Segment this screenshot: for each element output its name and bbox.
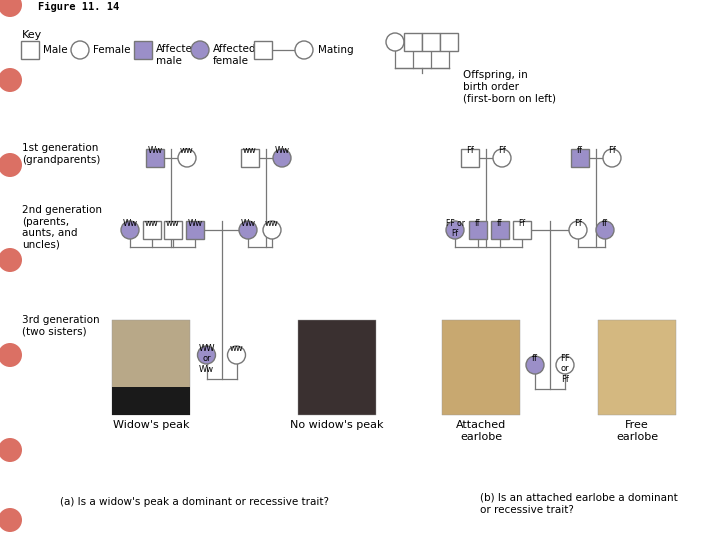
Bar xyxy=(491,221,509,239)
Circle shape xyxy=(603,149,621,167)
Circle shape xyxy=(386,33,404,51)
Text: ff: ff xyxy=(577,146,583,155)
Bar xyxy=(571,149,589,167)
Bar xyxy=(469,221,487,239)
Circle shape xyxy=(0,248,22,272)
Text: Offspring, in
birth order
(first-born on left): Offspring, in birth order (first-born on… xyxy=(463,70,556,103)
Bar xyxy=(143,221,161,239)
Circle shape xyxy=(556,356,574,374)
Text: Ff: Ff xyxy=(466,146,474,155)
Circle shape xyxy=(569,221,587,239)
Text: FF or
Ff: FF or Ff xyxy=(446,219,464,238)
Text: Male: Male xyxy=(43,45,68,55)
Text: Widow's peak: Widow's peak xyxy=(113,420,189,430)
Bar xyxy=(112,320,190,415)
Text: (a) Is a widow's peak a dominant or recessive trait?: (a) Is a widow's peak a dominant or rece… xyxy=(60,497,330,507)
Bar xyxy=(442,320,520,415)
Text: 2nd generation
(parents,
aunts, and
uncles): 2nd generation (parents, aunts, and uncl… xyxy=(22,205,102,250)
Text: Ff: Ff xyxy=(518,219,526,228)
Bar xyxy=(134,41,152,59)
Text: Attached
earlobe: Attached earlobe xyxy=(456,420,506,442)
Text: Ww: Ww xyxy=(274,146,289,155)
Text: ww: ww xyxy=(180,146,194,155)
Circle shape xyxy=(0,438,22,462)
Circle shape xyxy=(0,343,22,367)
Text: ff: ff xyxy=(532,354,538,363)
Bar xyxy=(241,149,259,167)
Circle shape xyxy=(228,346,246,364)
Text: Ww: Ww xyxy=(122,219,138,228)
Bar xyxy=(404,33,422,51)
Bar xyxy=(186,221,204,239)
Text: 1st generation
(grandparents): 1st generation (grandparents) xyxy=(22,143,100,165)
Text: Key: Key xyxy=(22,30,42,40)
Circle shape xyxy=(526,356,544,374)
Circle shape xyxy=(493,149,511,167)
Text: ww: ww xyxy=(166,219,180,228)
Bar xyxy=(440,33,458,51)
Bar xyxy=(164,221,182,239)
Text: ww: ww xyxy=(145,219,159,228)
Text: WW
or
Ww: WW or Ww xyxy=(198,344,215,374)
Text: Ff: Ff xyxy=(608,146,616,155)
Text: Ww: Ww xyxy=(148,146,163,155)
Circle shape xyxy=(0,153,22,177)
Bar xyxy=(461,149,479,167)
Text: ff: ff xyxy=(475,219,481,228)
Text: Ff: Ff xyxy=(498,146,506,155)
Text: No widow's peak: No widow's peak xyxy=(290,420,384,430)
Bar xyxy=(298,320,376,415)
Bar xyxy=(254,41,272,59)
Text: Mating: Mating xyxy=(318,45,354,55)
Bar xyxy=(513,221,531,239)
Text: FF
or
Ff: FF or Ff xyxy=(560,354,570,384)
Text: ff: ff xyxy=(602,219,608,228)
Text: 3rd generation
(two sisters): 3rd generation (two sisters) xyxy=(22,315,99,336)
Text: Affected
male: Affected male xyxy=(156,44,199,66)
Circle shape xyxy=(273,149,291,167)
Text: ff: ff xyxy=(498,219,503,228)
Text: Free
earlobe: Free earlobe xyxy=(616,420,658,442)
Bar xyxy=(422,33,440,51)
Text: ww: ww xyxy=(265,219,279,228)
Text: ww: ww xyxy=(230,344,243,353)
Circle shape xyxy=(0,68,22,92)
Text: ww: ww xyxy=(243,146,257,155)
Circle shape xyxy=(197,346,215,364)
Bar xyxy=(146,149,164,167)
Bar xyxy=(21,41,39,59)
Circle shape xyxy=(121,221,139,239)
Circle shape xyxy=(596,221,614,239)
Circle shape xyxy=(191,41,209,59)
Circle shape xyxy=(0,0,22,17)
Text: Ff: Ff xyxy=(574,219,582,228)
Circle shape xyxy=(178,149,196,167)
Circle shape xyxy=(239,221,257,239)
Circle shape xyxy=(446,221,464,239)
Text: Female: Female xyxy=(93,45,130,55)
Text: Affected
female: Affected female xyxy=(213,44,256,66)
Text: Ww: Ww xyxy=(187,219,202,228)
Bar xyxy=(112,387,190,415)
Circle shape xyxy=(263,221,281,239)
Circle shape xyxy=(0,508,22,532)
Bar xyxy=(598,320,676,415)
Text: (b) Is an attached earlobe a dominant
or recessive trait?: (b) Is an attached earlobe a dominant or… xyxy=(480,493,678,515)
Text: Ww: Ww xyxy=(240,219,256,228)
Circle shape xyxy=(71,41,89,59)
Circle shape xyxy=(295,41,313,59)
Text: Figure 11. 14: Figure 11. 14 xyxy=(38,2,120,12)
